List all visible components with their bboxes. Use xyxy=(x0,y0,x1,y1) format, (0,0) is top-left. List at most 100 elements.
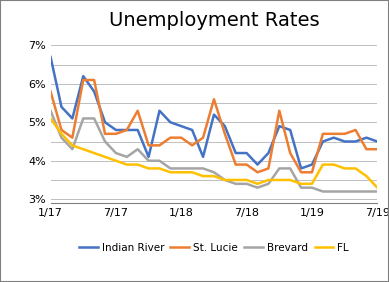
Brevard xyxy=(212,171,216,174)
St. Lucie xyxy=(59,128,64,132)
St. Lucie xyxy=(146,144,151,147)
FL xyxy=(364,175,369,178)
FL xyxy=(179,171,184,174)
Brevard xyxy=(255,186,260,189)
St. Lucie xyxy=(212,98,216,101)
Indian River xyxy=(179,124,184,128)
FL xyxy=(124,163,129,166)
FL xyxy=(233,178,238,182)
St. Lucie xyxy=(114,132,118,136)
St. Lucie xyxy=(70,136,75,139)
FL xyxy=(114,159,118,162)
Indian River xyxy=(266,151,271,155)
Indian River xyxy=(70,117,75,120)
Brevard xyxy=(244,182,249,186)
St. Lucie xyxy=(255,171,260,174)
St. Lucie xyxy=(124,128,129,132)
Indian River xyxy=(48,55,53,59)
Brevard xyxy=(321,190,325,193)
Line: FL: FL xyxy=(51,118,377,188)
Indian River xyxy=(124,128,129,132)
St. Lucie xyxy=(201,136,205,139)
Indian River xyxy=(114,128,118,132)
Brevard xyxy=(201,167,205,170)
St. Lucie xyxy=(48,90,53,93)
Indian River xyxy=(157,109,162,113)
FL xyxy=(190,171,194,174)
FL xyxy=(288,178,293,182)
Brevard xyxy=(103,140,107,143)
FL xyxy=(212,175,216,178)
FL xyxy=(92,151,96,155)
FL xyxy=(277,178,282,182)
FL xyxy=(342,167,347,170)
St. Lucie xyxy=(375,147,380,151)
Indian River xyxy=(244,151,249,155)
Indian River xyxy=(277,124,282,128)
Brevard xyxy=(59,136,64,139)
Brevard xyxy=(81,117,86,120)
Brevard xyxy=(146,159,151,162)
FL xyxy=(157,167,162,170)
FL xyxy=(255,182,260,186)
St. Lucie xyxy=(233,163,238,166)
Indian River xyxy=(92,90,96,93)
St. Lucie xyxy=(321,132,325,136)
St. Lucie xyxy=(168,136,173,139)
FL xyxy=(375,186,380,189)
Brevard xyxy=(179,167,184,170)
St. Lucie xyxy=(277,109,282,113)
St. Lucie xyxy=(288,151,293,155)
FL xyxy=(353,167,358,170)
St. Lucie xyxy=(353,128,358,132)
Indian River xyxy=(103,121,107,124)
Title: Unemployment Rates: Unemployment Rates xyxy=(109,10,319,30)
Indian River xyxy=(223,124,227,128)
Brevard xyxy=(223,178,227,182)
St. Lucie xyxy=(81,78,86,82)
St. Lucie xyxy=(299,171,303,174)
Indian River xyxy=(81,74,86,78)
Brevard xyxy=(233,182,238,186)
Brevard xyxy=(353,190,358,193)
FL xyxy=(299,182,303,186)
FL xyxy=(146,167,151,170)
FL xyxy=(59,132,64,136)
Indian River xyxy=(299,167,303,170)
St. Lucie xyxy=(135,109,140,113)
Brevard xyxy=(299,186,303,189)
Indian River xyxy=(146,155,151,158)
Brevard xyxy=(288,167,293,170)
Indian River xyxy=(233,151,238,155)
Brevard xyxy=(364,190,369,193)
FL xyxy=(201,175,205,178)
FL xyxy=(266,178,271,182)
Brevard xyxy=(48,109,53,113)
Indian River xyxy=(255,163,260,166)
Indian River xyxy=(342,140,347,143)
St. Lucie xyxy=(310,171,314,174)
Indian River xyxy=(168,121,173,124)
Indian River xyxy=(331,136,336,139)
Brevard xyxy=(277,167,282,170)
FL xyxy=(81,147,86,151)
FL xyxy=(168,171,173,174)
Legend: Indian River, St. Lucie, Brevard, FL: Indian River, St. Lucie, Brevard, FL xyxy=(75,239,353,257)
Indian River xyxy=(375,140,380,143)
St. Lucie xyxy=(266,167,271,170)
FL xyxy=(321,163,325,166)
St. Lucie xyxy=(331,132,336,136)
FL xyxy=(135,163,140,166)
Brevard xyxy=(124,155,129,158)
Indian River xyxy=(321,140,325,143)
FL xyxy=(70,144,75,147)
Indian River xyxy=(135,128,140,132)
Line: Indian River: Indian River xyxy=(51,57,377,168)
Line: St. Lucie: St. Lucie xyxy=(51,80,377,172)
Brevard xyxy=(310,186,314,189)
Indian River xyxy=(212,113,216,116)
FL xyxy=(103,155,107,158)
Brevard xyxy=(135,147,140,151)
Brevard xyxy=(375,190,380,193)
Brevard xyxy=(157,159,162,162)
